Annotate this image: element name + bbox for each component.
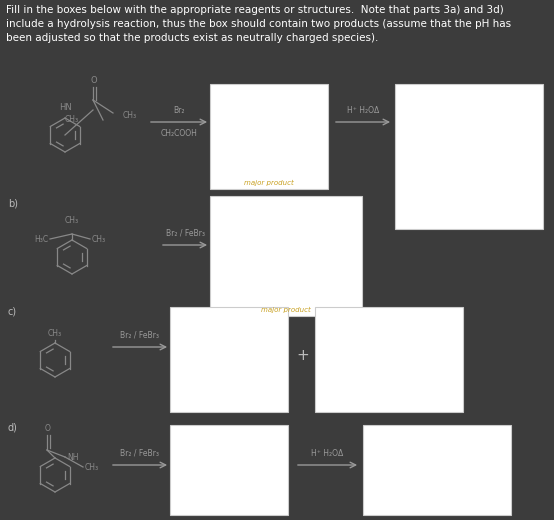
Bar [170, 425, 288, 515]
Text: H⁺ H₂OΔ: H⁺ H₂OΔ [311, 449, 343, 458]
Text: b): b) [8, 198, 18, 208]
Text: major product: major product [244, 180, 294, 186]
Text: CH₃: CH₃ [92, 235, 106, 243]
Text: O: O [45, 424, 51, 433]
Text: NH: NH [67, 452, 79, 462]
Text: CH₃: CH₃ [65, 216, 79, 225]
Bar [170, 307, 288, 412]
Text: CH₃: CH₃ [48, 329, 62, 338]
Text: +: + [296, 347, 309, 362]
Text: d): d) [8, 422, 18, 432]
Text: CH₃: CH₃ [65, 115, 79, 124]
Bar [363, 425, 511, 515]
Text: H⁺ H₂OΔ: H⁺ H₂OΔ [347, 106, 379, 115]
Text: Br₂: Br₂ [173, 106, 184, 115]
Text: Br₂ / FeBr₃: Br₂ / FeBr₃ [121, 449, 160, 458]
Text: CH₂COOH: CH₂COOH [161, 129, 197, 138]
Text: H₃C: H₃C [34, 235, 48, 243]
Text: Br₂ / FeBr₃: Br₂ / FeBr₃ [121, 331, 160, 340]
Text: CH₃: CH₃ [85, 463, 99, 473]
Text: HN: HN [59, 102, 72, 111]
Bar [210, 196, 362, 316]
Text: CH₃: CH₃ [123, 110, 137, 120]
Bar [395, 84, 543, 229]
Text: O: O [91, 76, 98, 85]
Text: Br₂ / FeBr₃: Br₂ / FeBr₃ [166, 229, 204, 238]
Text: Fill in the boxes below with the appropriate reagents or structures.  Note that : Fill in the boxes below with the appropr… [6, 5, 511, 43]
Bar [210, 84, 328, 189]
Bar [315, 307, 463, 412]
Text: c): c) [8, 307, 17, 317]
Text: major product: major product [261, 307, 311, 313]
